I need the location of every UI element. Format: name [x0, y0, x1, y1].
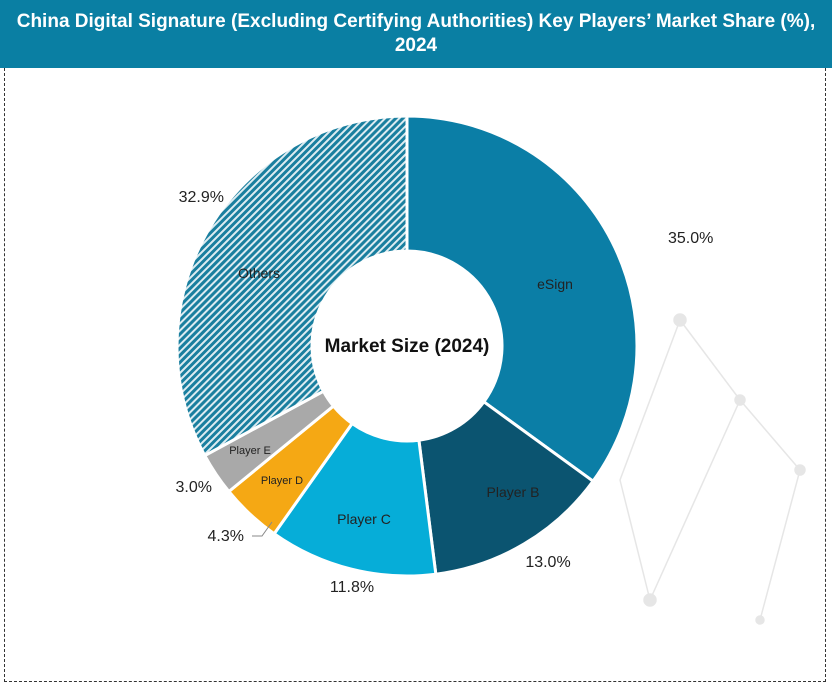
chart-title: China Digital Signature (Excluding Certi…	[16, 11, 816, 56]
value-label-player-e: 3.0%	[176, 479, 212, 496]
slice-label-player-d: Player D	[261, 475, 303, 487]
value-label-others: 32.9%	[179, 189, 224, 206]
background-network-decoration	[619, 313, 806, 625]
leader-line-player-d	[252, 521, 273, 537]
value-label-player-c: 11.8%	[330, 579, 374, 596]
slice-label-player-b: Player B	[487, 484, 540, 500]
slice-label-player-e: Player E	[229, 445, 271, 457]
chart-frame	[4, 68, 826, 682]
slice-label-others: Others	[238, 265, 280, 281]
donut-hole	[312, 251, 502, 441]
value-label-player-b: 13.0%	[525, 554, 570, 571]
center-label: Market Size (2024)	[325, 336, 490, 357]
slice-label-player-c: Player C	[337, 511, 391, 527]
value-label-player-d: 4.3%	[208, 528, 244, 545]
chart-header: China Digital Signature (Excluding Certi…	[0, 0, 832, 68]
value-label-esign: 35.0%	[668, 230, 713, 247]
slice-label-esign: eSign	[537, 276, 573, 292]
